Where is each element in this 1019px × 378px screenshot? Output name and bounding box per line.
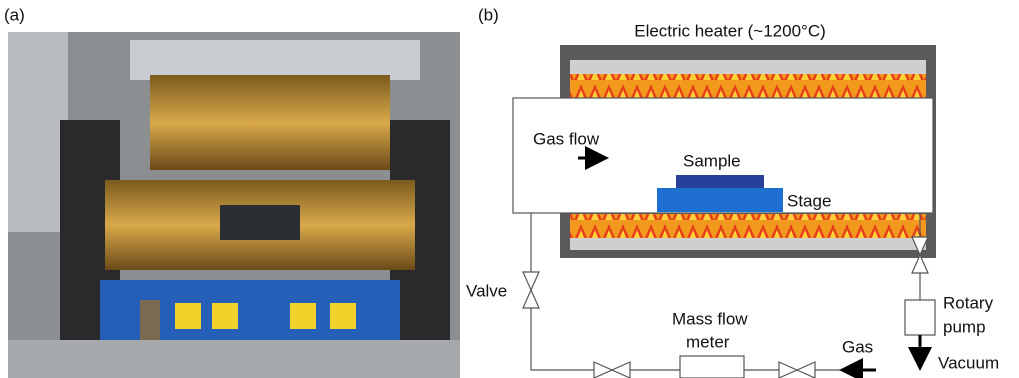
panel-label: (a) xyxy=(4,5,25,24)
sample-label: Sample xyxy=(683,151,741,170)
mfm-label: meter xyxy=(686,332,730,351)
gas-flow-label: Gas flow xyxy=(533,129,600,148)
mfm-label: Mass flow xyxy=(672,309,748,328)
vacuum-label: Vacuum xyxy=(938,353,999,372)
figure: (a) (b) Electric heater (~1200°C) Gas fl… xyxy=(0,0,1019,378)
gas-label: Gas xyxy=(842,337,873,356)
stage-label: Stage xyxy=(787,191,831,210)
panel-label: (b) xyxy=(478,5,499,24)
valve-label: Valve xyxy=(466,281,507,300)
heater-label: Electric heater (~1200°C) xyxy=(634,21,826,40)
photo xyxy=(8,32,460,378)
pump-label: Rotary xyxy=(943,293,994,312)
pump-label: pump xyxy=(943,317,986,336)
sample xyxy=(676,175,764,188)
stage xyxy=(657,188,783,212)
